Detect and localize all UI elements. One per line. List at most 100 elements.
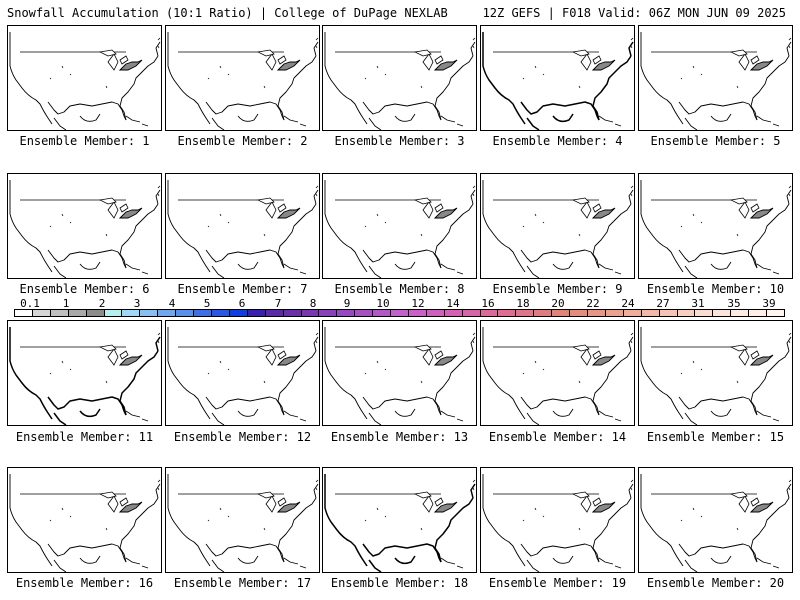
colorbar-tick-label: 22 <box>586 297 600 310</box>
map-panel-member-13 <box>322 320 477 426</box>
colorbar-swatch <box>122 310 141 316</box>
map-panel-member-7 <box>165 173 320 279</box>
us-basemap <box>482 474 634 572</box>
colorbar-tick-label: 0.1 <box>20 297 40 310</box>
map-panel-member-8 <box>322 173 477 279</box>
member-label: Ensemble Member: 6 <box>19 282 150 296</box>
colorbar-tick-label: 7 <box>274 297 282 310</box>
colorbar-tick-label: 5 <box>203 297 211 310</box>
colorbar-swatch <box>176 310 195 316</box>
us-basemap <box>482 327 634 425</box>
colorbar-swatch <box>391 310 409 316</box>
colorbar-swatch <box>337 310 356 316</box>
map-panel-member-20 <box>638 467 793 573</box>
colorbar-tick-label: 8 <box>309 297 317 310</box>
member-label: Ensemble Member: 9 <box>492 282 623 296</box>
colorbar-swatch <box>229 310 248 316</box>
map-panel-member-14 <box>480 320 635 426</box>
map-panel-member-10 <box>638 173 793 279</box>
member-label: Ensemble Member: 5 <box>650 134 781 148</box>
map-panel-member-6 <box>7 173 162 279</box>
colorbar-tick-label: 35 <box>727 297 741 310</box>
colorbar-swatch <box>247 310 266 316</box>
map-panel-member-2 <box>165 25 320 131</box>
member-label: Ensemble Member: 15 <box>646 430 785 444</box>
colorbar-swatch <box>731 310 750 316</box>
colorbar-swatch <box>319 310 338 316</box>
colorbar-swatch <box>32 310 51 316</box>
colorbar-swatch <box>50 310 69 316</box>
us-basemap <box>640 327 792 425</box>
map-panel-member-18 <box>322 467 477 573</box>
map-panel-member-1 <box>7 25 162 131</box>
colorbar-swatch <box>283 310 302 316</box>
us-basemap <box>9 327 161 425</box>
member-label: Ensemble Member: 1 <box>19 134 150 148</box>
us-basemap <box>482 180 634 278</box>
colorbar-swatch <box>516 310 535 316</box>
colorbar-swatch <box>623 310 642 316</box>
colorbar-swatch <box>534 310 553 316</box>
member-label: Ensemble Member: 18 <box>330 576 469 590</box>
colorbar-tick-label: 16 <box>481 297 495 310</box>
us-basemap <box>640 180 792 278</box>
us-basemap <box>324 180 476 278</box>
member-label: Ensemble Member: 12 <box>173 430 312 444</box>
member-label: Ensemble Member: 16 <box>15 576 154 590</box>
map-panel-member-19 <box>480 467 635 573</box>
colorbar-swatch <box>355 310 374 316</box>
colorbar-swatch <box>480 310 499 316</box>
member-label: Ensemble Member: 2 <box>177 134 308 148</box>
colorbar-swatch <box>498 310 517 316</box>
map-panel-member-17 <box>165 467 320 573</box>
colorbar-swatch <box>677 310 696 316</box>
us-basemap <box>9 32 161 130</box>
colorbar-swatch <box>570 310 588 316</box>
colorbar-tick-label: 12 <box>411 297 425 310</box>
colorbar-swatch <box>462 310 481 316</box>
us-basemap <box>324 327 476 425</box>
us-basemap <box>324 474 476 572</box>
us-basemap <box>640 474 792 572</box>
us-basemap <box>482 32 634 130</box>
colorbar-swatch <box>641 310 660 316</box>
colorbar-swatch <box>749 310 768 316</box>
member-label: Ensemble Member: 8 <box>334 282 465 296</box>
us-basemap <box>167 327 319 425</box>
colorbar-tick-label: 24 <box>621 297 635 310</box>
member-label: Ensemble Member: 17 <box>173 576 312 590</box>
colorbar-swatch <box>373 310 392 316</box>
us-basemap <box>640 32 792 130</box>
colorbar-swatch <box>659 310 678 316</box>
map-panel-member-16 <box>7 467 162 573</box>
colorbar-swatch <box>588 310 606 316</box>
colorbar-tick-label: 10 <box>376 297 390 310</box>
map-panel-member-3 <box>322 25 477 131</box>
colorbar-swatch <box>15 310 33 316</box>
colorbar-swatch <box>211 310 230 316</box>
colorbar-swatch <box>158 310 177 316</box>
member-label: Ensemble Member: 10 <box>646 282 785 296</box>
colorbar-tick-label: 6 <box>238 297 246 310</box>
colorbar-tick-label: 3 <box>133 297 141 310</box>
colorbar-swatch <box>86 310 105 316</box>
colorbar-tick-label: 4 <box>168 297 176 310</box>
colorbar-swatch <box>426 310 445 316</box>
map-panel-member-12 <box>165 320 320 426</box>
snowfall-colorbar <box>14 309 785 317</box>
member-label: Ensemble Member: 7 <box>177 282 308 296</box>
chart-title: Snowfall Accumulation (10:1 Ratio) | Col… <box>7 6 448 20</box>
colorbar-swatch <box>140 310 159 316</box>
member-label: Ensemble Member: 13 <box>330 430 469 444</box>
colorbar-tick-label: 31 <box>691 297 705 310</box>
colorbar-tick-label: 14 <box>446 297 460 310</box>
map-panel-member-11 <box>7 320 162 426</box>
colorbar-swatch <box>767 310 784 316</box>
member-label: Ensemble Member: 3 <box>334 134 465 148</box>
us-basemap <box>9 180 161 278</box>
us-basemap <box>167 474 319 572</box>
colorbar-swatch <box>713 310 732 316</box>
us-basemap <box>167 32 319 130</box>
member-label: Ensemble Member: 20 <box>646 576 785 590</box>
colorbar-swatch <box>408 310 427 316</box>
